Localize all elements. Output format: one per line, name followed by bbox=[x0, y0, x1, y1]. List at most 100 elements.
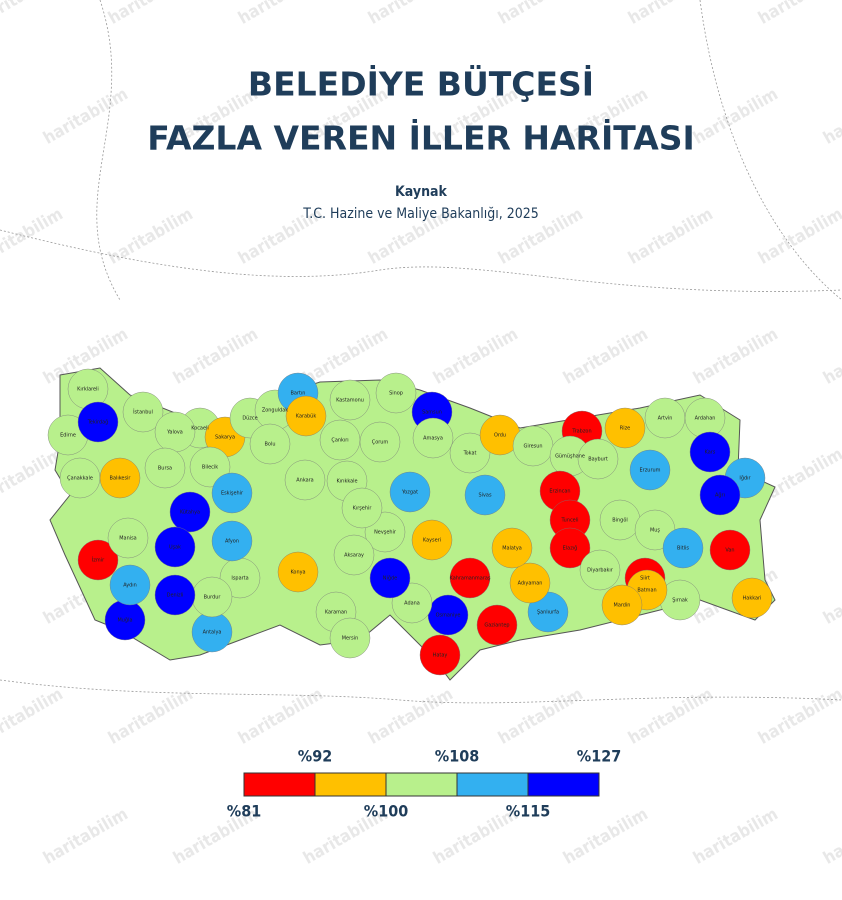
province-label: Çorum bbox=[372, 440, 389, 446]
province-area bbox=[109, 564, 151, 606]
watermark: haritabilim bbox=[755, 204, 842, 268]
province-label: Çankırı bbox=[331, 438, 348, 444]
province-label: Sakarya bbox=[215, 435, 235, 441]
province-area bbox=[329, 617, 371, 659]
province-area bbox=[699, 474, 741, 516]
province-area bbox=[491, 527, 533, 569]
province-area bbox=[341, 487, 383, 529]
province-label: Konya bbox=[290, 570, 305, 576]
province-area bbox=[169, 491, 211, 533]
watermark: haritabilim bbox=[820, 564, 842, 628]
title-line: BELEDİYE BÜTÇESİ bbox=[248, 64, 594, 104]
province-label: Şırnak bbox=[672, 598, 688, 604]
province-label: Erzincan bbox=[549, 489, 570, 495]
province-label: Bartın bbox=[291, 391, 306, 397]
watermark: haritabilim bbox=[170, 324, 262, 388]
province-label: Niğde bbox=[383, 575, 397, 582]
province-label: Aydın bbox=[123, 583, 137, 589]
province-area bbox=[476, 604, 518, 646]
watermark: haritabilim bbox=[365, 0, 457, 29]
province-area bbox=[122, 391, 164, 433]
province-label: Giresun bbox=[523, 444, 542, 450]
province-area bbox=[601, 584, 643, 626]
province-area bbox=[412, 417, 454, 459]
watermark: haritabilim bbox=[105, 0, 197, 29]
watermark: haritabilim bbox=[625, 0, 717, 29]
province-label: Zonguldak bbox=[262, 408, 288, 414]
province-area bbox=[333, 534, 375, 576]
province-label: Şanlıurfa bbox=[537, 610, 559, 616]
province-area bbox=[689, 431, 731, 473]
province-label: Ordu bbox=[494, 433, 506, 439]
province-label: Kastamonu bbox=[336, 398, 364, 404]
watermark: haritabilim bbox=[495, 0, 587, 29]
province-label: Ardahan bbox=[695, 416, 716, 422]
province-label: Erzurum bbox=[640, 468, 661, 474]
province-label: Manisa bbox=[119, 536, 136, 542]
province-area bbox=[99, 457, 141, 499]
province-label: Elazığ bbox=[563, 545, 578, 552]
province-label: Osmaniye bbox=[436, 613, 461, 619]
province-label: Kayseri bbox=[423, 538, 441, 544]
legend-swatch bbox=[314, 772, 387, 797]
province-label: Denizli bbox=[167, 593, 184, 599]
province-area bbox=[285, 395, 327, 437]
province-area bbox=[419, 634, 461, 676]
province-label: Isparta bbox=[231, 576, 248, 582]
province-label: Tokat bbox=[463, 451, 477, 457]
province-label: Kars bbox=[705, 450, 716, 456]
province-area bbox=[375, 372, 417, 414]
province-area bbox=[154, 574, 196, 616]
province-label: Gaziantep bbox=[484, 623, 509, 629]
watermark: haritabilim bbox=[560, 324, 652, 388]
watermark: haritabilim bbox=[105, 204, 197, 268]
province-label: Edirne bbox=[60, 433, 76, 439]
province-area bbox=[107, 517, 149, 559]
province-label: Adıyaman bbox=[518, 581, 543, 587]
province-area bbox=[662, 527, 704, 569]
source: T.C. Hazine ve Maliye Bakanlığı, 2025 bbox=[302, 206, 539, 222]
province-area bbox=[464, 474, 506, 516]
legend-label: %81 bbox=[227, 802, 261, 821]
province-area bbox=[449, 432, 491, 474]
province-label: Gümüşhane bbox=[555, 454, 585, 460]
province-label: Tekirdağ bbox=[87, 419, 109, 426]
province-label: Yozgat bbox=[401, 490, 418, 496]
watermark: haritabilim bbox=[820, 324, 842, 388]
legend: %81 %92 %100 %108 %115 %127 bbox=[227, 747, 621, 821]
province-label: Bingöl bbox=[612, 518, 627, 524]
province-label: Diyarbakır bbox=[587, 568, 614, 574]
province-label: Sivas bbox=[478, 493, 491, 499]
province-area bbox=[369, 557, 411, 599]
legend-label: %115 bbox=[506, 802, 550, 821]
province-label: Amasya bbox=[423, 436, 443, 442]
province-label: Hakkari bbox=[743, 596, 762, 602]
title-line: FAZLA VEREN İLLER HARİTASI bbox=[147, 118, 695, 158]
province-label: Malatya bbox=[502, 546, 522, 552]
province-label: Çanakkale bbox=[67, 476, 93, 482]
province-label: Batman bbox=[637, 588, 656, 594]
province-label: Kırklareli bbox=[77, 387, 99, 393]
province-label: Karabük bbox=[296, 414, 317, 420]
watermark: haritabilim bbox=[625, 684, 717, 748]
province-area bbox=[77, 401, 119, 443]
watermark: haritabilim bbox=[0, 204, 67, 268]
watermark: haritabilim bbox=[495, 684, 587, 748]
province-label: Ankara bbox=[296, 478, 313, 484]
watermark: haritabilim bbox=[625, 204, 717, 268]
background-borders bbox=[0, 0, 842, 704]
province-label: Afyon bbox=[225, 539, 239, 545]
province-label: Nevşehir bbox=[374, 530, 397, 536]
province-label: Burdur bbox=[204, 595, 222, 601]
province-label: Tunceli bbox=[561, 518, 579, 524]
watermark: haritabilim bbox=[560, 804, 652, 868]
watermark: haritabilim bbox=[755, 684, 842, 748]
watermark: haritabilim bbox=[105, 684, 197, 748]
province-label: Düzce bbox=[242, 416, 257, 422]
province-label: Mersin bbox=[342, 636, 358, 642]
province-label: Artvin bbox=[658, 416, 673, 422]
province-label: Sinop bbox=[389, 391, 403, 397]
legend-label: %100 bbox=[364, 802, 408, 821]
province-label: Uşak bbox=[169, 545, 181, 551]
province-label: İstanbul bbox=[133, 409, 153, 416]
